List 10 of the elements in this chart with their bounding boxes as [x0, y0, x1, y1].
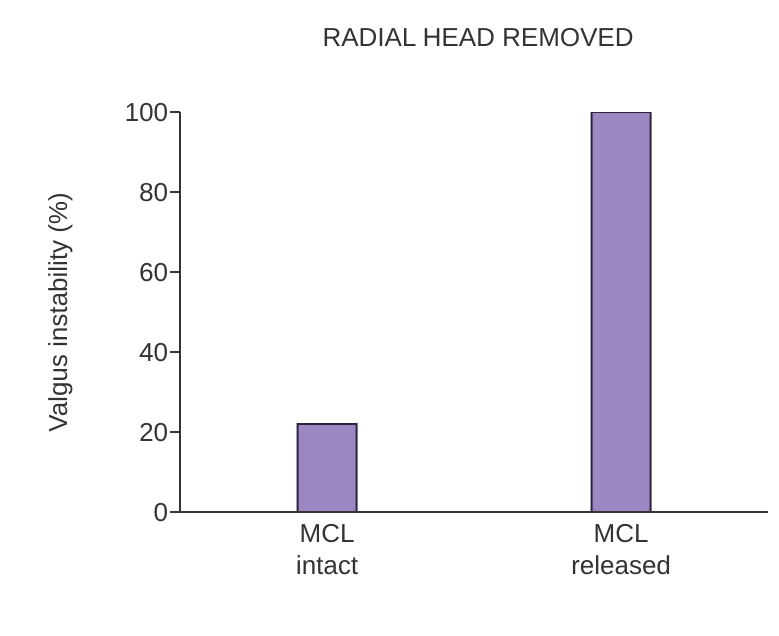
x-tick-label: MCL intact [296, 518, 359, 580]
chart-title: RADIAL HEAD REMOVED [321, 22, 635, 53]
y-tick-label: 40 [139, 337, 168, 368]
y-tick-label: 80 [139, 177, 168, 208]
y-axis-title: Valgus instability (%) [43, 192, 74, 432]
y-tick-label: 100 [124, 97, 168, 128]
y-tick-label: 0 [154, 497, 168, 528]
y-tick-label: 20 [139, 417, 168, 448]
x-tick-label: MCL released [571, 518, 671, 580]
y-tick-label: 60 [139, 257, 168, 288]
